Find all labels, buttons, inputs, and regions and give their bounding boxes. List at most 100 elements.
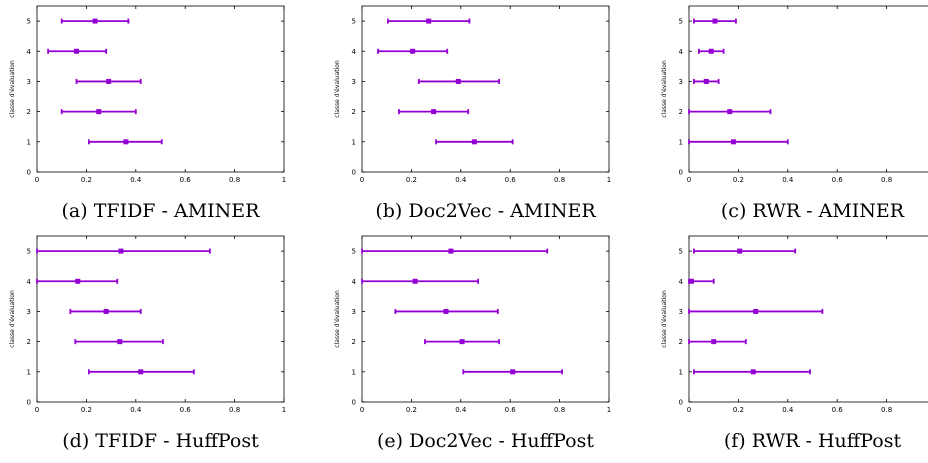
error-bar-class-1 xyxy=(87,139,163,145)
mean-marker xyxy=(75,278,81,284)
y-tick-label: 3 xyxy=(27,78,31,86)
y-tick-label: 0 xyxy=(679,169,683,177)
error-bar-class-1 xyxy=(462,369,563,375)
y-tick-label: 2 xyxy=(679,108,683,116)
y-axis-label: classe d'évaluation xyxy=(9,60,16,118)
error-bar-class-3 xyxy=(688,308,824,314)
x-tick-label: 0 xyxy=(360,176,364,184)
x-tick-label: 0.8 xyxy=(881,176,892,184)
y-tick-label: 4 xyxy=(27,48,32,56)
y-tick-label: 1 xyxy=(679,138,683,146)
y-tick-label: 2 xyxy=(27,338,31,346)
error-bar-class-2 xyxy=(688,109,772,115)
mean-marker xyxy=(448,248,454,254)
x-tick-label: 0.2 xyxy=(406,406,417,414)
x-tick-label: 0.2 xyxy=(733,176,744,184)
x-tick-label: 0.2 xyxy=(406,176,417,184)
y-tick-label: 2 xyxy=(352,108,356,116)
mean-marker xyxy=(103,308,109,314)
x-tick-label: 0 xyxy=(687,176,691,184)
x-tick-label: 0.2 xyxy=(81,406,92,414)
x-tick-label: 0.8 xyxy=(554,176,565,184)
y-axis-label: classe d'évaluation xyxy=(9,290,16,348)
mean-marker xyxy=(118,248,124,254)
y-tick-label: 0 xyxy=(27,169,31,177)
y-tick-label: 4 xyxy=(27,278,32,286)
x-tick-label: 1 xyxy=(282,406,286,414)
chart-panel-6: 0 0.2 0.4 0.6 0.8 0 1 2 3 4 5 classe d'évaluation (f… xyxy=(661,235,928,452)
panel-caption: (f) RWR - HuffPost xyxy=(724,430,902,452)
plot-frame xyxy=(36,235,285,403)
y-tick-label: 3 xyxy=(679,78,683,86)
x-tick-label: 0 xyxy=(687,406,691,414)
mean-marker xyxy=(703,78,709,84)
mean-marker xyxy=(138,369,144,375)
error-bar-class-1 xyxy=(87,369,195,375)
mean-marker xyxy=(431,109,437,115)
chart-panel-5: 0 0.2 0.4 0.6 0.8 1 0 1 2 3 4 5 classe d'évaluation (… xyxy=(334,235,611,452)
mean-marker xyxy=(410,48,416,54)
error-bar-class-4 xyxy=(36,278,119,284)
x-tick-label: 0.8 xyxy=(229,176,240,184)
y-tick-label: 3 xyxy=(27,308,31,316)
mean-marker xyxy=(74,48,80,54)
error-bar-class-2 xyxy=(398,109,470,115)
mean-marker xyxy=(750,369,756,375)
error-bar-class-3 xyxy=(69,308,142,314)
y-tick-label: 5 xyxy=(27,248,31,256)
error-bar-class-5 xyxy=(693,248,797,254)
x-tick-label: 0.8 xyxy=(881,406,892,414)
y-tick-label: 1 xyxy=(27,368,31,376)
error-bar-class-4 xyxy=(377,48,449,54)
y-tick-label: 4 xyxy=(352,48,357,56)
y-tick-label: 2 xyxy=(352,338,356,346)
error-bar-class-3 xyxy=(394,308,499,314)
y-tick-label: 0 xyxy=(352,169,356,177)
y-tick-label: 1 xyxy=(352,368,356,376)
error-bar-class-5 xyxy=(693,18,737,24)
x-tick-label: 0.4 xyxy=(782,406,794,414)
mean-marker xyxy=(471,139,477,145)
mean-marker xyxy=(443,308,449,314)
plot-frame xyxy=(361,5,610,173)
plot-frame xyxy=(688,235,928,403)
x-tick-label: 0.6 xyxy=(505,406,517,414)
y-axis-label: classe d'évaluation xyxy=(334,60,341,118)
error-bar-class-3 xyxy=(693,78,720,84)
y-axis-label: classe d'évaluation xyxy=(334,290,341,348)
chart-panel-1: 0 0.2 0.4 0.6 0.8 1 0 1 2 3 4 5 classe d'évaluation (… xyxy=(9,5,286,222)
mean-marker xyxy=(117,339,123,345)
plot-frame xyxy=(688,5,928,173)
x-tick-label: 0.4 xyxy=(455,406,467,414)
error-bar-class-1 xyxy=(693,369,811,375)
y-tick-label: 4 xyxy=(352,278,357,286)
chart-panel-2: 0 0.2 0.4 0.6 0.8 1 0 1 2 3 4 5 classe d'évaluation (… xyxy=(334,5,611,222)
y-tick-label: 1 xyxy=(27,138,31,146)
y-tick-label: 3 xyxy=(352,308,356,316)
x-tick-label: 0.4 xyxy=(130,176,142,184)
mean-marker xyxy=(708,48,714,54)
x-tick-label: 0 xyxy=(35,406,39,414)
x-tick-label: 0 xyxy=(35,176,39,184)
panel-caption: (b) Doc2Vec - AMINER xyxy=(375,200,596,222)
error-bar-class-4 xyxy=(47,48,108,54)
x-tick-label: 0.8 xyxy=(554,406,565,414)
mean-marker xyxy=(92,18,98,24)
x-tick-label: 0.6 xyxy=(505,176,517,184)
mean-marker xyxy=(455,78,461,84)
mean-marker xyxy=(96,109,102,115)
y-tick-label: 1 xyxy=(352,138,356,146)
mean-marker xyxy=(712,18,718,24)
x-tick-label: 0.8 xyxy=(229,406,240,414)
chart-panel-4: 0 0.2 0.4 0.6 0.8 1 0 1 2 3 4 5 classe d'évaluation (… xyxy=(9,235,286,452)
error-bar-class-5 xyxy=(387,18,471,24)
error-bar-class-1 xyxy=(435,139,514,145)
mean-marker xyxy=(727,109,733,115)
mean-marker xyxy=(711,339,717,345)
x-tick-label: 0.2 xyxy=(81,176,92,184)
mean-marker xyxy=(426,18,432,24)
mean-marker xyxy=(459,339,465,345)
x-tick-label: 0.6 xyxy=(180,176,192,184)
y-tick-label: 4 xyxy=(679,48,684,56)
